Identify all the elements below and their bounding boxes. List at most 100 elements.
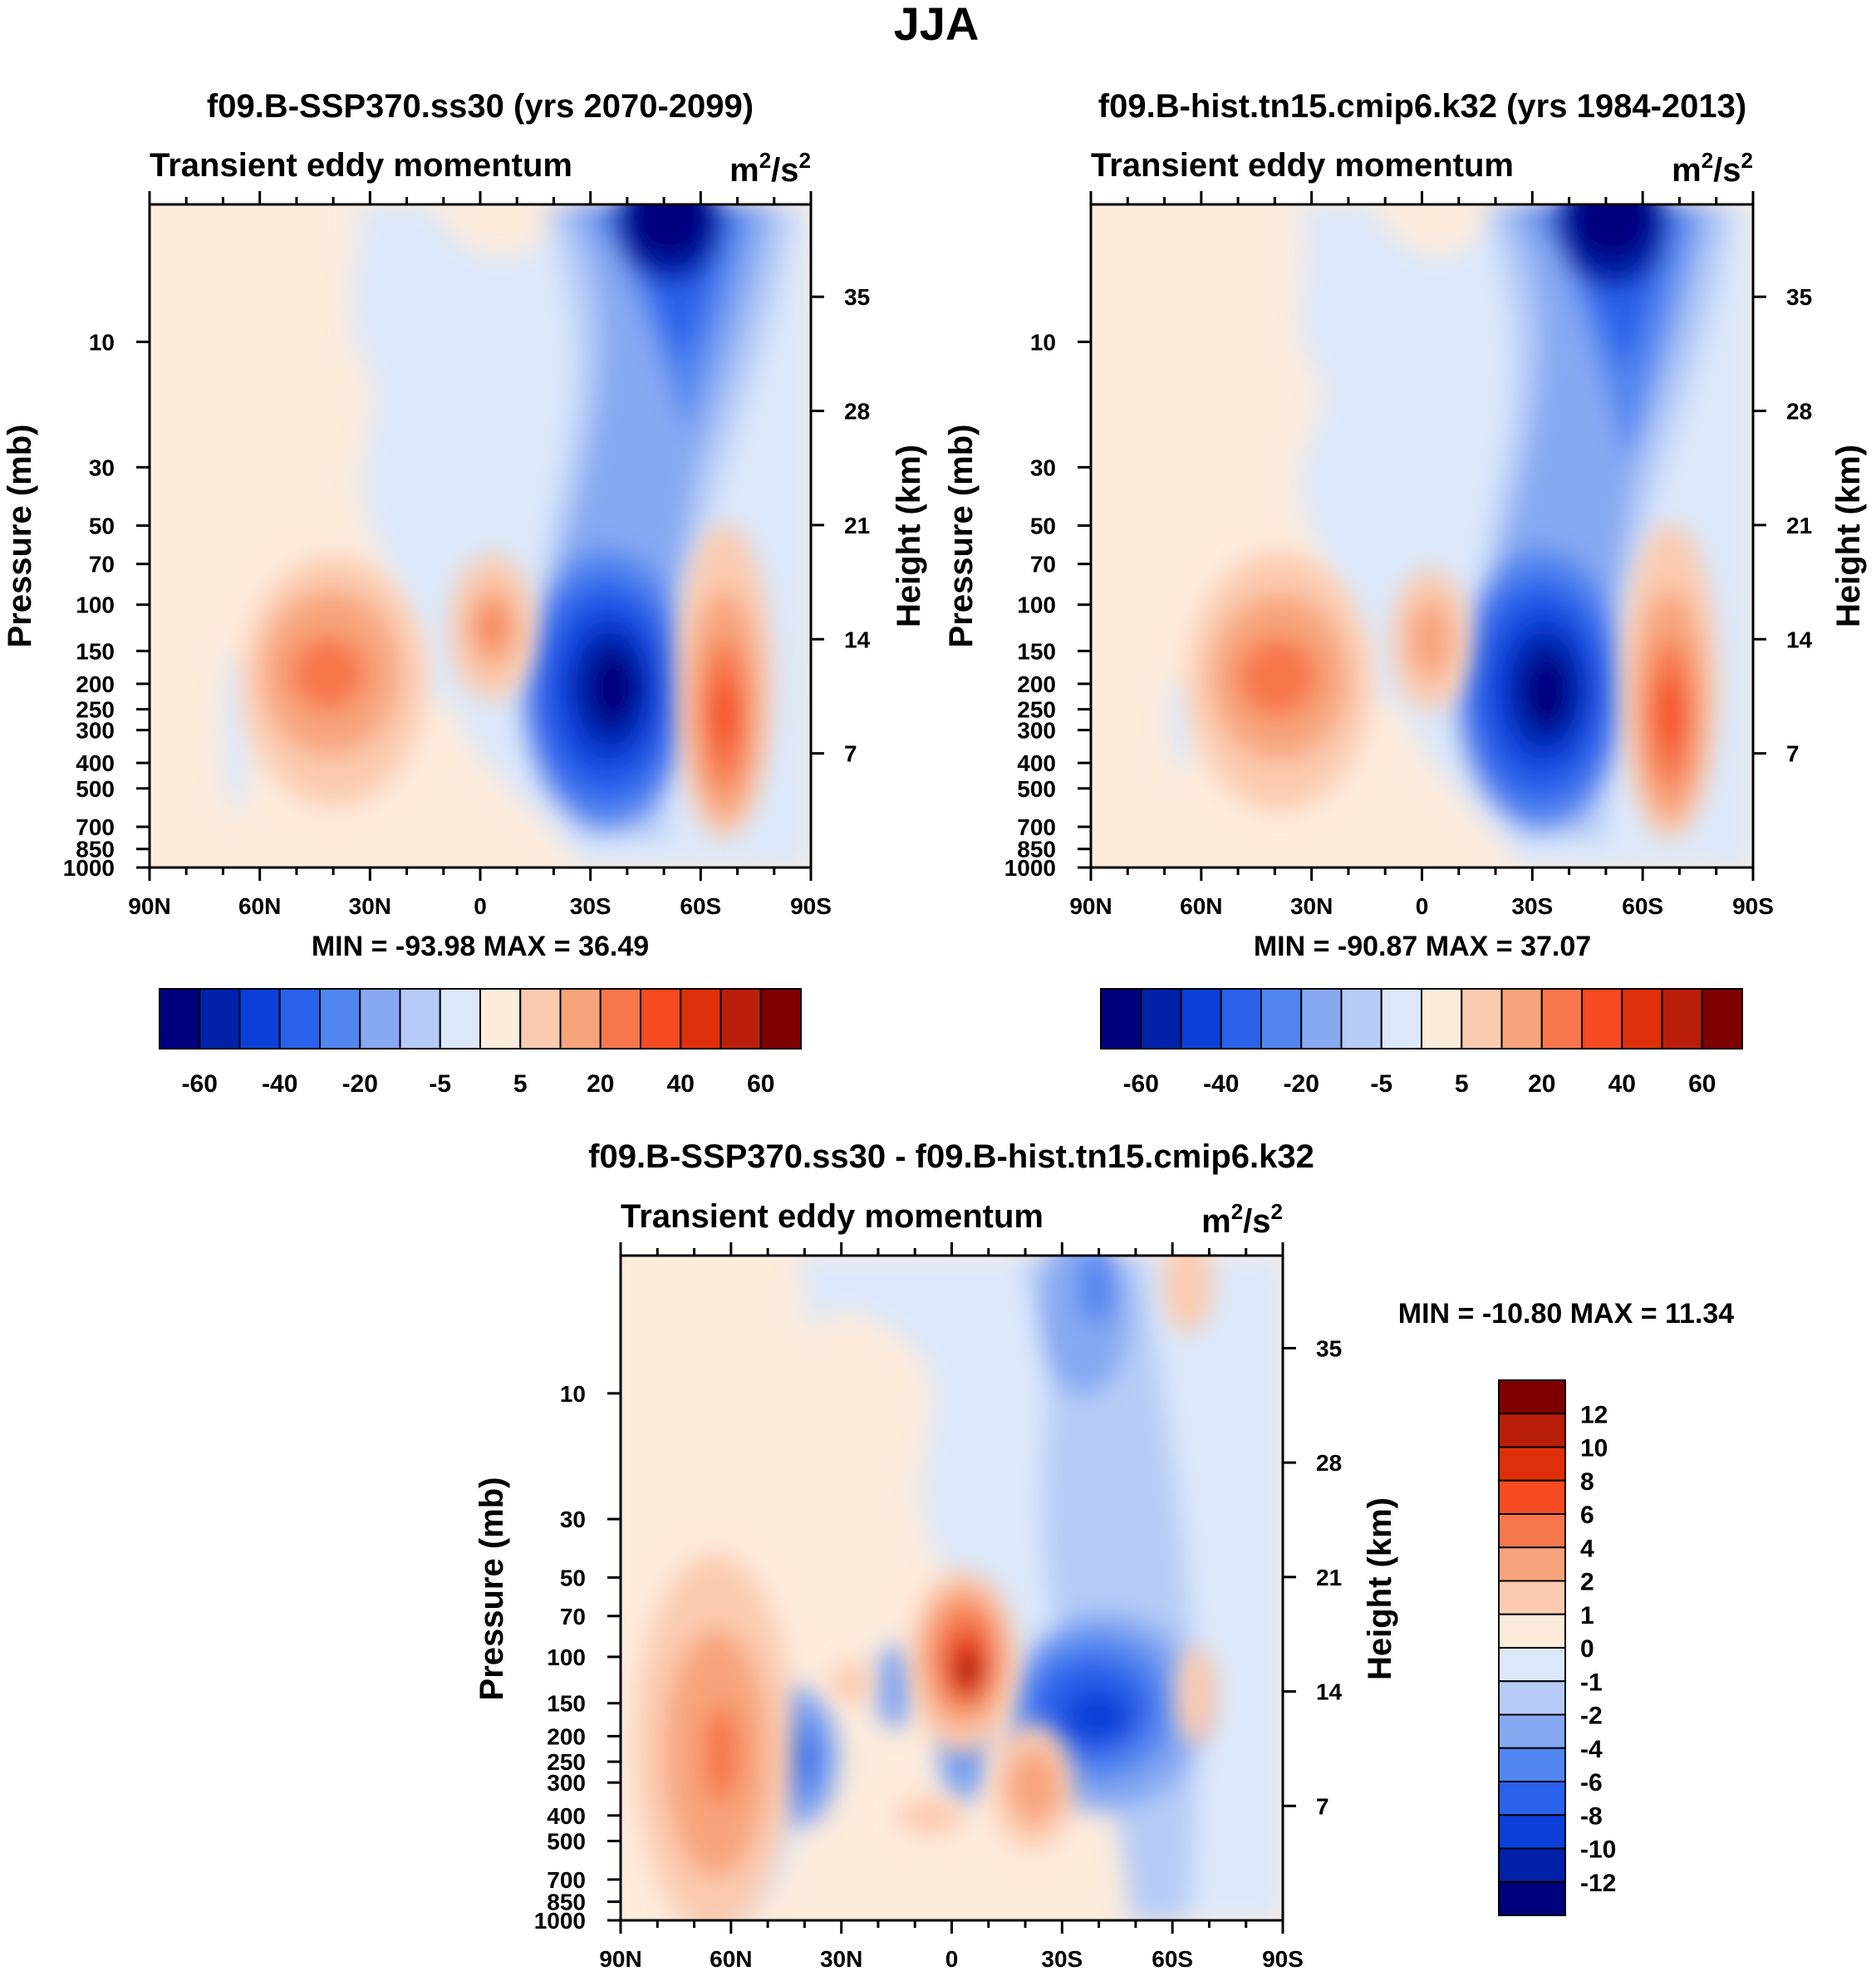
y-tick-label: 100 bbox=[1017, 592, 1056, 618]
y2-tick-label: 35 bbox=[1316, 1335, 1342, 1361]
y2-tick-label: 7 bbox=[1786, 741, 1800, 767]
colorbar-swatch bbox=[559, 988, 602, 1049]
colorbar-swatch bbox=[1498, 1513, 1566, 1549]
panel-diff-low-max bbox=[897, 1797, 964, 1834]
colorbar-swatch bbox=[1340, 988, 1382, 1049]
y2-tick-label: 14 bbox=[844, 627, 871, 652]
colorbar-swatch bbox=[1100, 988, 1142, 1049]
colorbar-label: -5 bbox=[1370, 1070, 1392, 1098]
colorbar-label: -12 bbox=[1580, 1870, 1616, 1897]
colorbar-label: -20 bbox=[342, 1070, 378, 1098]
panel-diff-y2label: Height (km) bbox=[1362, 1497, 1398, 1680]
y-tick-label: 200 bbox=[76, 671, 115, 697]
colorbar-swatch bbox=[399, 988, 441, 1049]
x-tick-label: 90N bbox=[128, 893, 170, 919]
panel-b-thin-blue-2 bbox=[1368, 607, 1395, 706]
colorbar-label: 20 bbox=[1528, 1070, 1555, 1098]
colorbar-swatch bbox=[1140, 988, 1182, 1049]
y-tick-label: 300 bbox=[547, 1770, 586, 1796]
y-tick-label: 150 bbox=[547, 1691, 586, 1717]
panel-diff-polar-strat-max bbox=[1163, 1256, 1213, 1334]
panel-b-units: m2/s2 bbox=[1672, 148, 1753, 189]
y-tick-label: 10 bbox=[560, 1381, 586, 1407]
colorbar-swatch bbox=[1498, 1580, 1566, 1615]
y-tick-label: 1000 bbox=[534, 1908, 586, 1934]
colorbar-swatch bbox=[599, 988, 641, 1049]
panel-diff-title: f09.B-SSP370.ss30 - f09.B-hist.tn15.cmip… bbox=[588, 1138, 1314, 1175]
panel-diff-small-max bbox=[831, 1662, 872, 1703]
colorbar-label: 10 bbox=[1580, 1435, 1608, 1462]
panel-a-subtitle: Transient eddy momentum bbox=[150, 147, 572, 184]
panel-historical: f09.B-hist.tn15.cmip6.k32 (yrs 1984-2013… bbox=[943, 88, 1867, 1098]
y-tick-label: 30 bbox=[1030, 455, 1056, 480]
x-tick-label: 60S bbox=[1622, 893, 1663, 919]
colorbar-swatch bbox=[1498, 1680, 1566, 1716]
y2-tick-label: 14 bbox=[1786, 627, 1813, 652]
colorbar-label: 2 bbox=[1580, 1569, 1594, 1596]
panel-b-sh-max-core bbox=[1658, 677, 1682, 752]
colorbar-swatch bbox=[238, 988, 281, 1049]
panel-b-subtitle: Transient eddy momentum bbox=[1091, 147, 1514, 184]
x-tick-label: 90N bbox=[599, 1946, 641, 1972]
colorbar-label: 40 bbox=[667, 1070, 695, 1098]
y-tick-label: 250 bbox=[1017, 697, 1056, 723]
colorbar-label: -60 bbox=[182, 1070, 218, 1098]
colorbar-swatch bbox=[640, 988, 682, 1049]
colorbar-swatch bbox=[1498, 1546, 1566, 1582]
colorbar-swatch bbox=[159, 988, 201, 1049]
colorbar-swatch bbox=[1498, 1880, 1566, 1916]
panel-a-field bbox=[150, 204, 811, 868]
y-tick-label: 70 bbox=[560, 1604, 586, 1630]
y-tick-label: 50 bbox=[560, 1565, 586, 1590]
colorbar-swatch bbox=[1498, 1647, 1566, 1683]
panel-diff-sh-min-core bbox=[1063, 1689, 1130, 1743]
panel-diff-strat-min-2 bbox=[1078, 1256, 1115, 1325]
x-tick-label: 30S bbox=[1041, 1946, 1083, 1972]
colorbar-label: 0 bbox=[1580, 1635, 1594, 1663]
y-tick-label: 30 bbox=[89, 455, 115, 480]
y-tick-label: 400 bbox=[1017, 750, 1056, 776]
y2-tick-label: 7 bbox=[844, 741, 857, 767]
colorbar-swatch bbox=[719, 988, 762, 1049]
panel-diff-stats: MIN = -10.80 MAX = 11.34 bbox=[1398, 1298, 1735, 1330]
x-tick-label: 60N bbox=[710, 1946, 752, 1972]
colorbar-label: 8 bbox=[1580, 1468, 1594, 1496]
colorbar-swatch bbox=[1260, 988, 1303, 1049]
y2-tick-label: 35 bbox=[844, 284, 870, 310]
colorbar-label: -40 bbox=[262, 1070, 297, 1098]
y-tick-label: 500 bbox=[547, 1829, 586, 1855]
x-tick-label: 30S bbox=[1511, 893, 1553, 919]
x-tick-label: 60S bbox=[680, 893, 721, 919]
colorbar-swatch bbox=[439, 988, 481, 1049]
y2-tick-label: 21 bbox=[1786, 513, 1812, 538]
colorbar-swatch bbox=[1661, 988, 1703, 1049]
y-tick-label: 400 bbox=[547, 1803, 586, 1829]
colorbar-swatch bbox=[359, 988, 401, 1049]
panel-difference: f09.B-SSP370.ss30 - f09.B-hist.tn15.cmip… bbox=[474, 1138, 1734, 1972]
colorbar-swatch bbox=[519, 988, 562, 1049]
colorbar-label: 5 bbox=[1455, 1070, 1469, 1098]
colorbar-label: 40 bbox=[1608, 1070, 1636, 1098]
colorbar-label: -8 bbox=[1580, 1802, 1603, 1830]
panel-diff-ylabel: Pressure (mb) bbox=[474, 1477, 510, 1701]
y-tick-label: 100 bbox=[76, 592, 115, 618]
colorbar-swatch bbox=[759, 988, 802, 1049]
colorbar-label: -20 bbox=[1284, 1070, 1319, 1098]
x-tick-label: 30N bbox=[1290, 893, 1333, 919]
y2-tick-label: 28 bbox=[1786, 399, 1812, 425]
y-tick-label: 150 bbox=[1017, 638, 1056, 664]
y-tick-label: 700 bbox=[1017, 814, 1056, 840]
x-tick-label: 30N bbox=[349, 893, 391, 919]
panel-diff-sh-max-inner bbox=[1009, 1749, 1059, 1824]
y-tick-label: 850 bbox=[547, 1890, 586, 1915]
y2-tick-label: 35 bbox=[1786, 284, 1812, 310]
colorbar-label: -1 bbox=[1580, 1669, 1603, 1696]
panel-diff-nh-max-inner bbox=[703, 1703, 739, 1803]
panel-diff-units: m2/s2 bbox=[1201, 1199, 1283, 1240]
panel-a-strat-min-4 bbox=[629, 204, 709, 259]
colorbar-label: -4 bbox=[1580, 1736, 1603, 1763]
y-tick-label: 50 bbox=[89, 513, 115, 538]
panel-a-nh-max-inner bbox=[291, 636, 366, 710]
y-tick-label: 1000 bbox=[63, 855, 115, 881]
